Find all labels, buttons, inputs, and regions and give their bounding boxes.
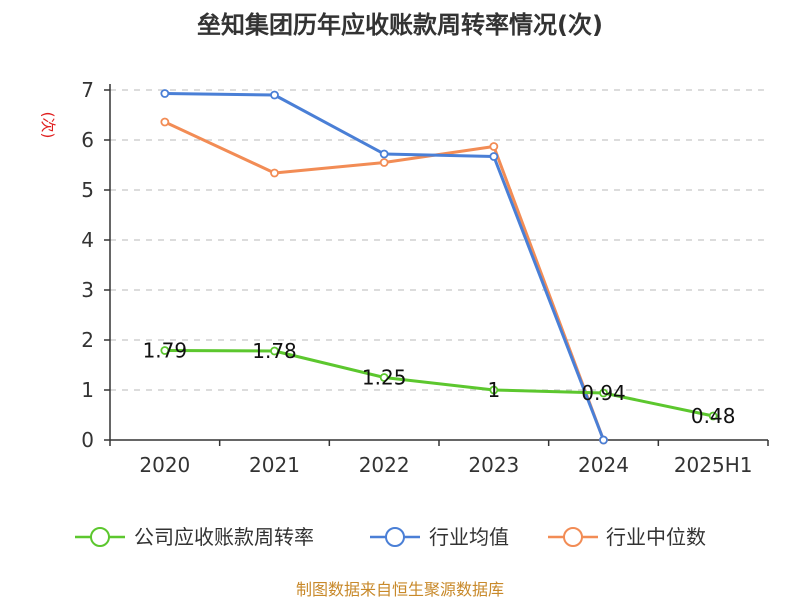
- source-note: 制图数据来自恒生聚源数据库: [296, 580, 504, 599]
- axes: 0 1 2 3 4 5 6 7 2020 2021 2022 2023 2024 2025H1: [81, 78, 769, 477]
- x-tick-label-2020: 2020: [139, 453, 190, 477]
- data-label-2024: 0.94: [581, 381, 626, 405]
- data-point-s0-2021[interactable]: [270, 346, 279, 356]
- y-tick-label-1: 1: [81, 378, 94, 402]
- y-tick-label-6: 6: [81, 128, 94, 152]
- series-layer: [160, 89, 718, 445]
- data-point-s2-2021[interactable]: [270, 168, 279, 178]
- y-axis-label: (次): [39, 112, 57, 139]
- data-point-s1-2023[interactable]: [489, 152, 499, 161]
- data-label-2021: 1.78: [252, 339, 297, 363]
- legend-label-0: 公司应收账款周转率: [134, 525, 314, 549]
- data-point-s2-2023[interactable]: [489, 142, 499, 151]
- legend-marker-0: [90, 527, 110, 547]
- legend-label-1: 行业均值: [429, 525, 509, 549]
- data-label-2020: 1.79: [143, 339, 188, 363]
- data-point-s0-2023[interactable]: [489, 385, 499, 395]
- data-point-s2-2022[interactable]: [379, 158, 389, 167]
- data-labels: 1.79 1.78 1.25 1 0.94 0.48: [143, 339, 736, 429]
- series-line-0: [164, 349, 714, 418]
- x-tick-label-2023: 2023: [468, 453, 519, 477]
- data-point-s1-2022[interactable]: [379, 149, 389, 159]
- x-tick-label-2024: 2024: [578, 453, 629, 477]
- data-point-s1-2021[interactable]: [270, 90, 279, 100]
- data-point-s0-2022[interactable]: [379, 373, 389, 382]
- data-point-s1-2020[interactable]: [160, 89, 170, 98]
- y-tick-label-7: 7: [81, 78, 94, 102]
- y-tick-label-0: 0: [81, 428, 94, 452]
- data-label-2022: 1.25: [362, 366, 407, 390]
- x-tick-label-2021: 2021: [249, 453, 300, 477]
- data-label-2025H1: 0.48: [691, 404, 736, 428]
- y-tick-label-5: 5: [81, 178, 94, 202]
- legend-item-1[interactable]: 行业均值: [370, 525, 509, 549]
- x-tick-label-2022: 2022: [359, 453, 410, 477]
- legend-item-2[interactable]: 行业中位数: [548, 525, 706, 549]
- y-tick-label-3: 3: [81, 278, 94, 302]
- legend-item-0[interactable]: 公司应收账款周转率: [75, 525, 314, 549]
- legend-marker-2: [563, 527, 583, 547]
- y-tick-label-2: 2: [81, 328, 94, 352]
- data-point-s0-2020[interactable]: [160, 346, 170, 355]
- chart-title: 垒知集团历年应收账款周转率情况(次): [197, 11, 603, 39]
- data-label-2023: 1: [487, 378, 500, 402]
- grid-lines: [110, 89, 768, 391]
- data-point-s1-2024[interactable]: [599, 435, 608, 445]
- x-tick-label-2025H1: 2025H1: [674, 453, 753, 477]
- y-tick-label-4: 4: [81, 228, 94, 252]
- legend[interactable]: 公司应收账款周转率 行业均值 行业中位数: [75, 525, 706, 549]
- legend-marker-1: [385, 527, 405, 547]
- data-point-s0-2025H1[interactable]: [708, 411, 718, 421]
- data-point-s2-2020[interactable]: [160, 117, 170, 127]
- legend-label-2: 行业中位数: [606, 525, 706, 549]
- data-point-s0-2024[interactable]: [599, 388, 608, 398]
